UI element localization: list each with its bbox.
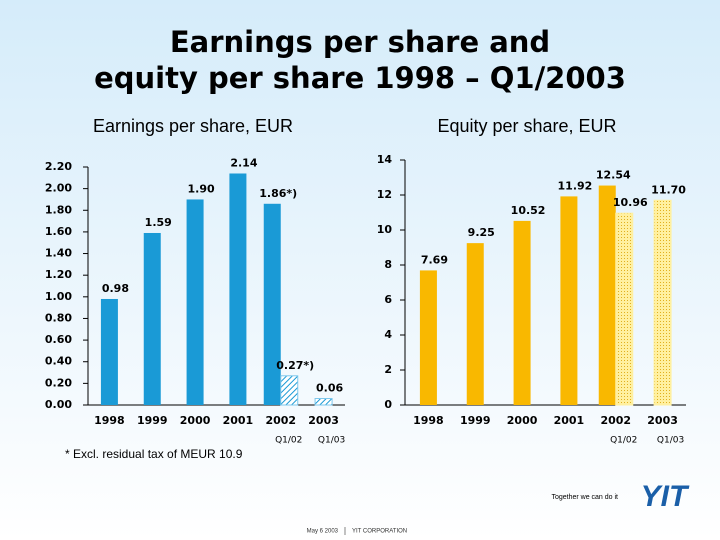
slide-title-line: equity per share 1998 – Q1/2003 xyxy=(94,61,626,95)
y-tick-label: 0.60 xyxy=(45,333,72,346)
y-tick-label: 1.00 xyxy=(45,290,72,303)
value-label: 11.70 xyxy=(651,183,686,196)
bar xyxy=(419,270,437,405)
value-label: 0.98 xyxy=(102,282,129,295)
y-tick-label: 0.00 xyxy=(45,398,72,411)
x-tick-label: 2002 xyxy=(265,414,296,427)
x-sub-label: Q1/02 xyxy=(610,436,637,446)
y-tick-label: 1.60 xyxy=(45,225,72,238)
bar xyxy=(280,375,299,406)
y-tick-label: 8 xyxy=(384,258,392,271)
x-tick-label: 2001 xyxy=(223,414,254,427)
chart-title: Earnings per share, EUR xyxy=(93,116,293,136)
y-tick-label: 12 xyxy=(377,188,392,201)
x-tick-label: 2002 xyxy=(600,414,631,427)
footnote: * Excl. residual tax of MEUR 10.9 xyxy=(65,447,243,461)
y-tick-label: 1.40 xyxy=(45,247,72,260)
footer-company: YIT CORPORATION xyxy=(352,529,407,535)
bar xyxy=(513,220,531,405)
x-tick-label: 1999 xyxy=(460,414,491,427)
bar xyxy=(598,185,616,405)
x-sub-label: Q1/03 xyxy=(318,436,345,446)
y-tick-label: 4 xyxy=(384,328,392,341)
x-tick-label: 2000 xyxy=(507,414,538,427)
value-label: 1.86*) xyxy=(259,187,297,200)
slogan: Together we can do it xyxy=(551,494,618,501)
x-sub-label: Q1/02 xyxy=(275,436,302,446)
x-tick-label: 1998 xyxy=(413,414,444,427)
y-tick-label: 14 xyxy=(377,153,393,166)
bar xyxy=(615,212,634,406)
y-tick-label: 0 xyxy=(384,398,392,411)
y-tick-label: 6 xyxy=(384,293,392,306)
value-label: 2.14 xyxy=(230,156,257,169)
value-label: 10.52 xyxy=(511,204,546,217)
bar xyxy=(143,232,161,405)
bar xyxy=(314,398,333,406)
value-label: 0.27*) xyxy=(276,359,314,372)
x-tick-label: 2003 xyxy=(647,414,678,427)
logo: YIT xyxy=(641,480,690,513)
y-tick-label: 2 xyxy=(384,363,392,376)
value-label: 9.25 xyxy=(468,226,495,239)
y-tick-label: 2.00 xyxy=(45,182,72,195)
y-tick-label: 0.80 xyxy=(45,311,72,324)
y-tick-label: 1.20 xyxy=(45,268,72,281)
value-label: 7.69 xyxy=(421,253,448,266)
bar xyxy=(653,199,672,406)
x-sub-label: Q1/03 xyxy=(657,436,684,446)
y-tick-label: 1.80 xyxy=(45,203,72,216)
bar xyxy=(186,199,204,405)
value-label: 1.90 xyxy=(188,182,215,195)
slide-title-line: Earnings per share and xyxy=(170,25,550,59)
value-label: 11.92 xyxy=(558,179,593,192)
value-label: 10.96 xyxy=(613,196,648,209)
x-tick-label: 2001 xyxy=(554,414,585,427)
value-label: 0.06 xyxy=(316,382,343,395)
bar xyxy=(100,298,118,405)
bar xyxy=(229,173,247,405)
x-tick-label: 2003 xyxy=(308,414,339,427)
value-label: 1.59 xyxy=(145,216,172,229)
footer-date: May 6 2003 xyxy=(307,529,339,535)
chart-title: Equity per share, EUR xyxy=(437,116,616,136)
x-tick-label: 1998 xyxy=(94,414,125,427)
x-tick-label: 2000 xyxy=(180,414,211,427)
bar xyxy=(263,203,281,405)
bar xyxy=(560,196,578,405)
y-tick-label: 10 xyxy=(377,223,393,236)
value-label: 12.54 xyxy=(596,169,631,182)
y-tick-label: 0.40 xyxy=(45,355,72,368)
y-tick-label: 0.20 xyxy=(45,376,72,389)
y-tick-label: 2.20 xyxy=(45,160,72,173)
bar xyxy=(466,243,484,405)
x-tick-label: 1999 xyxy=(137,414,168,427)
